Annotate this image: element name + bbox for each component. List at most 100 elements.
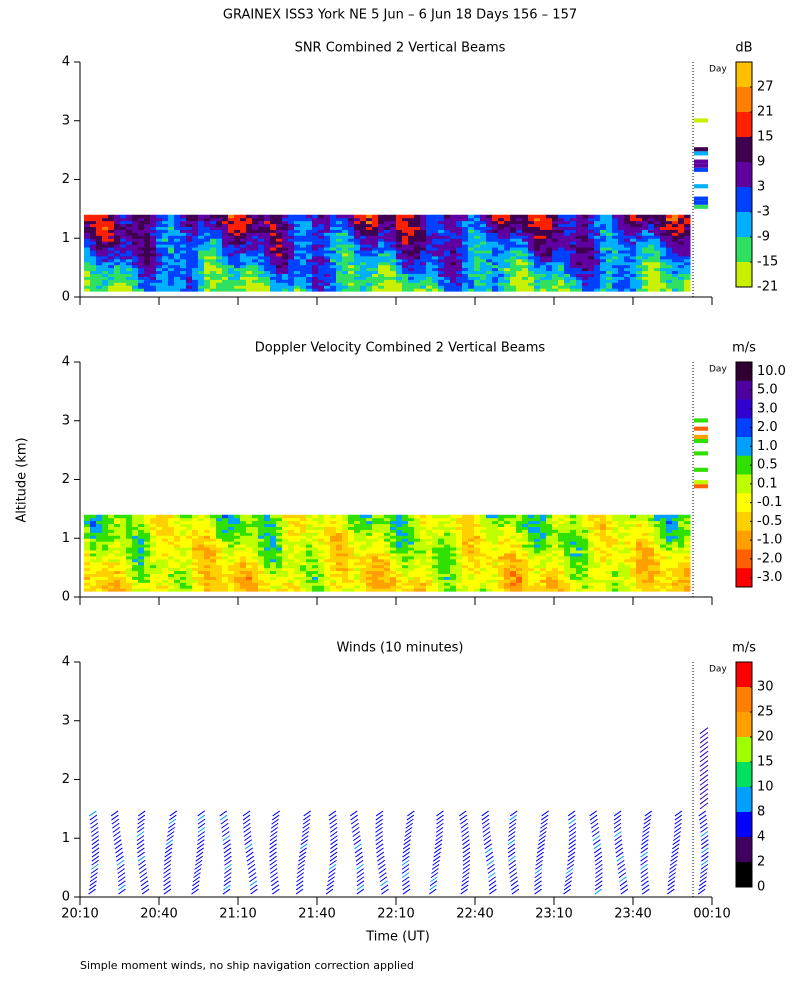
contour-cell	[528, 564, 535, 569]
contour-cell	[420, 252, 427, 257]
contour-cell	[534, 570, 541, 574]
contour-cell	[336, 244, 343, 248]
contour-cell	[678, 217, 685, 222]
contour-cell	[156, 585, 163, 589]
contour-cell	[252, 538, 259, 542]
contour-cell	[96, 273, 103, 277]
contour-cell	[438, 514, 445, 519]
contour-cell	[312, 547, 319, 551]
contour-cell	[600, 573, 607, 577]
contour-cell	[300, 532, 307, 536]
contour-cell	[576, 561, 583, 566]
contour-cell	[384, 523, 391, 527]
colorbar-band	[736, 162, 752, 188]
contour-cell	[504, 226, 511, 230]
contour-cell	[432, 282, 439, 286]
contour-cell	[630, 255, 637, 260]
contour-cell	[192, 552, 199, 557]
contour-cell	[510, 541, 517, 545]
contour-cell	[132, 264, 139, 269]
contour-cell	[684, 273, 691, 277]
contour-cell	[396, 526, 403, 530]
contour-cell	[528, 523, 535, 527]
contour-cell	[546, 582, 553, 586]
contour-cell	[426, 520, 433, 525]
contour-cell	[480, 529, 487, 533]
contour-cell	[108, 588, 115, 592]
contour-cell	[468, 214, 475, 219]
contour-cell	[462, 588, 469, 592]
contour-cell	[126, 279, 133, 283]
contour-cell	[396, 547, 403, 551]
contour-cell	[426, 532, 433, 536]
contour-cell	[474, 579, 481, 583]
contour-cell	[84, 247, 91, 251]
contour-cell	[450, 250, 457, 254]
contour-cell	[168, 244, 175, 248]
contour-cell	[348, 241, 355, 245]
contour-cell	[570, 526, 577, 530]
contour-cell	[486, 261, 493, 266]
contour-cell	[420, 552, 427, 557]
contour-cell	[456, 264, 463, 269]
contour-cell	[360, 220, 367, 225]
contour-cell	[108, 264, 115, 269]
contour-cell	[318, 514, 325, 519]
contour-cell	[246, 576, 253, 580]
contour-cell	[408, 229, 415, 233]
contour-cell	[90, 535, 97, 539]
contour-cell	[144, 538, 151, 542]
contour-cell	[126, 520, 133, 525]
contour-cell	[594, 564, 601, 569]
contour-cell	[246, 250, 253, 254]
contour-cell	[378, 529, 385, 533]
contour-cell	[468, 261, 475, 266]
contour-cell	[270, 547, 277, 551]
contour-cell	[468, 285, 475, 289]
contour-cell	[144, 232, 151, 236]
contour-cell	[276, 558, 283, 563]
contour-cell	[150, 223, 157, 227]
contour-cell	[522, 579, 529, 583]
contour-cell	[150, 235, 157, 239]
contour-cell	[306, 582, 313, 586]
contour-cell	[396, 285, 403, 289]
contour-cell	[216, 541, 223, 545]
contour-cell	[84, 555, 91, 560]
contour-cell	[108, 538, 115, 542]
contour-cell	[108, 282, 115, 286]
contour-cell	[126, 214, 133, 219]
contour-cell	[252, 585, 259, 589]
contour-cell	[204, 255, 211, 260]
contour-cell	[216, 517, 223, 522]
contour-cell	[432, 514, 439, 519]
contour-cell	[570, 250, 577, 254]
contour-cell	[390, 555, 397, 560]
contour-cell	[432, 226, 439, 230]
contour-cell	[336, 261, 343, 266]
contour-cell	[216, 564, 223, 569]
contour-cell	[486, 270, 493, 274]
contour-cell	[270, 276, 277, 280]
contour-cell	[102, 223, 109, 227]
contour-cell	[342, 214, 349, 219]
contour-cell	[294, 576, 301, 580]
contour-cell	[414, 552, 421, 557]
contour-cell	[276, 547, 283, 551]
contour-cell	[258, 241, 265, 245]
contour-cell	[90, 579, 97, 583]
contour-cell	[414, 273, 421, 277]
contour-cell	[540, 517, 547, 522]
contour-cell	[396, 282, 403, 286]
contour-cell	[564, 223, 571, 227]
contour-cell	[630, 229, 637, 233]
contour-cell	[564, 561, 571, 566]
contour-cell	[582, 576, 589, 580]
contour-cell	[576, 570, 583, 574]
contour-cell	[666, 261, 673, 266]
contour-cell	[480, 526, 487, 530]
contour-cell	[336, 585, 343, 589]
contour-cell	[204, 276, 211, 280]
contour-cell	[180, 288, 187, 292]
contour-cell	[582, 238, 589, 242]
